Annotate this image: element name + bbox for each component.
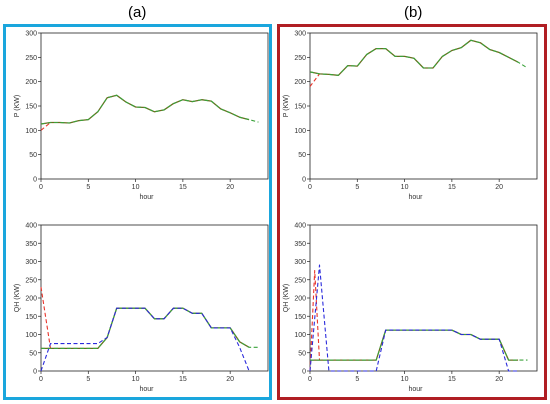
panel-label-a: (a) bbox=[128, 4, 147, 21]
b-bottom-series-blue-line bbox=[309, 264, 519, 372]
b-top-xtick-label: 10 bbox=[401, 184, 409, 191]
a-bottom-xtick-label: 10 bbox=[132, 376, 140, 383]
b-bottom-ytick-label: 50 bbox=[298, 350, 306, 357]
a-bottom-xtick-label: 15 bbox=[179, 376, 187, 383]
a-top-ytick-label: 250 bbox=[25, 55, 37, 62]
a-bottom-series-green-line bbox=[41, 307, 259, 349]
b-top-ytick-label: 50 bbox=[298, 152, 306, 159]
a-top-series-green-line bbox=[40, 94, 259, 125]
a-top-ytick-label: 200 bbox=[25, 79, 37, 86]
a-top-ytick-label: 100 bbox=[25, 128, 37, 135]
a-bottom-ytick-label: 50 bbox=[29, 350, 37, 357]
b-bottom-xtick-label: 0 bbox=[308, 376, 312, 383]
b-bottom-ytick-label: 300 bbox=[294, 259, 306, 266]
b-bottom-xtick-label: 15 bbox=[448, 376, 456, 383]
a-top-xtick-label: 5 bbox=[86, 184, 90, 191]
b-bottom-xlabel: hour bbox=[408, 386, 423, 393]
b-top-ytick-label: 250 bbox=[294, 55, 306, 62]
a-top-ytick-label: 0 bbox=[33, 177, 37, 184]
b-top-ytick-label: 100 bbox=[294, 128, 306, 135]
a-bottom-ytick-label: 250 bbox=[25, 277, 37, 284]
a-bottom-ytick-label: 350 bbox=[25, 241, 37, 248]
b-bottom-xtick-label: 10 bbox=[401, 376, 409, 383]
b-bottom-series-red-line bbox=[309, 270, 321, 372]
a-bottom-ytick-label: 150 bbox=[25, 314, 37, 321]
b-bottom-ytick-label: 200 bbox=[294, 296, 306, 303]
b-top-ytick-label: 0 bbox=[302, 177, 306, 184]
a-bottom-ylabel: QH (KW) bbox=[14, 284, 21, 312]
b-bottom-ytick-label: 400 bbox=[294, 223, 306, 230]
b-top-xtick-label: 5 bbox=[355, 184, 359, 191]
a-bottom-xlabel: hour bbox=[139, 386, 154, 393]
panel-frame-a bbox=[3, 24, 272, 400]
a-bottom-ytick-label: 100 bbox=[25, 332, 37, 339]
a-top-series-olive-line bbox=[40, 94, 250, 125]
a-top-xtick-label: 0 bbox=[39, 184, 43, 191]
a-top-series-red-line bbox=[40, 122, 51, 131]
b-top-ytick-label: 150 bbox=[294, 104, 306, 111]
b-bottom-ytick-label: 350 bbox=[294, 241, 306, 248]
a-bottom-series-blue-line bbox=[40, 307, 250, 372]
a-bottom-ytick-label: 300 bbox=[25, 259, 37, 266]
b-bottom-xtick-label: 5 bbox=[355, 376, 359, 383]
a-top-xtick-label: 10 bbox=[132, 184, 140, 191]
b-top-ylabel: P (KW) bbox=[283, 95, 290, 117]
b-top-series-green-line bbox=[309, 39, 528, 76]
a-bottom-ytick-label: 400 bbox=[25, 223, 37, 230]
a-top-axes-box bbox=[40, 32, 269, 180]
b-top-xtick-label: 15 bbox=[448, 184, 456, 191]
b-top-xlabel: hour bbox=[408, 194, 423, 201]
b-bottom-ytick-label: 150 bbox=[294, 314, 306, 321]
a-top-xtick-label: 20 bbox=[226, 184, 234, 191]
b-bottom-ytick-label: 250 bbox=[294, 277, 306, 284]
a-bottom-xtick-label: 5 bbox=[86, 376, 90, 383]
a-top-ytick-label: 300 bbox=[25, 31, 37, 38]
a-bottom-xtick-label: 0 bbox=[39, 376, 43, 383]
a-bottom-ytick-label: 0 bbox=[33, 369, 37, 376]
b-top-xtick-label: 0 bbox=[308, 184, 312, 191]
a-top-xlabel: hour bbox=[139, 194, 154, 201]
panel-label-b: (b) bbox=[404, 4, 423, 21]
b-top-ytick-label: 200 bbox=[294, 79, 306, 86]
b-bottom-series-olive-line bbox=[310, 329, 519, 361]
a-bottom-series-red-line bbox=[40, 287, 52, 349]
a-bottom-axes-box bbox=[40, 224, 269, 372]
b-bottom-ytick-label: 100 bbox=[294, 332, 306, 339]
b-top-xtick-label: 20 bbox=[495, 184, 503, 191]
b-top-ytick-label: 300 bbox=[294, 31, 306, 38]
b-bottom-ylabel: QH (KW) bbox=[283, 284, 290, 312]
b-top-series-red-line bbox=[309, 73, 320, 87]
b-bottom-xtick-label: 20 bbox=[495, 376, 503, 383]
a-bottom-xtick-label: 20 bbox=[226, 376, 234, 383]
panel-frame-b bbox=[277, 24, 547, 400]
a-top-ylabel: P (KW) bbox=[14, 95, 21, 117]
b-bottom-ytick-label: 0 bbox=[302, 369, 306, 376]
a-top-ytick-label: 50 bbox=[29, 152, 37, 159]
a-bottom-ytick-label: 200 bbox=[25, 296, 37, 303]
b-bottom-series-green-line bbox=[310, 329, 528, 361]
a-top-ytick-label: 150 bbox=[25, 104, 37, 111]
a-top-xtick-label: 15 bbox=[179, 184, 187, 191]
